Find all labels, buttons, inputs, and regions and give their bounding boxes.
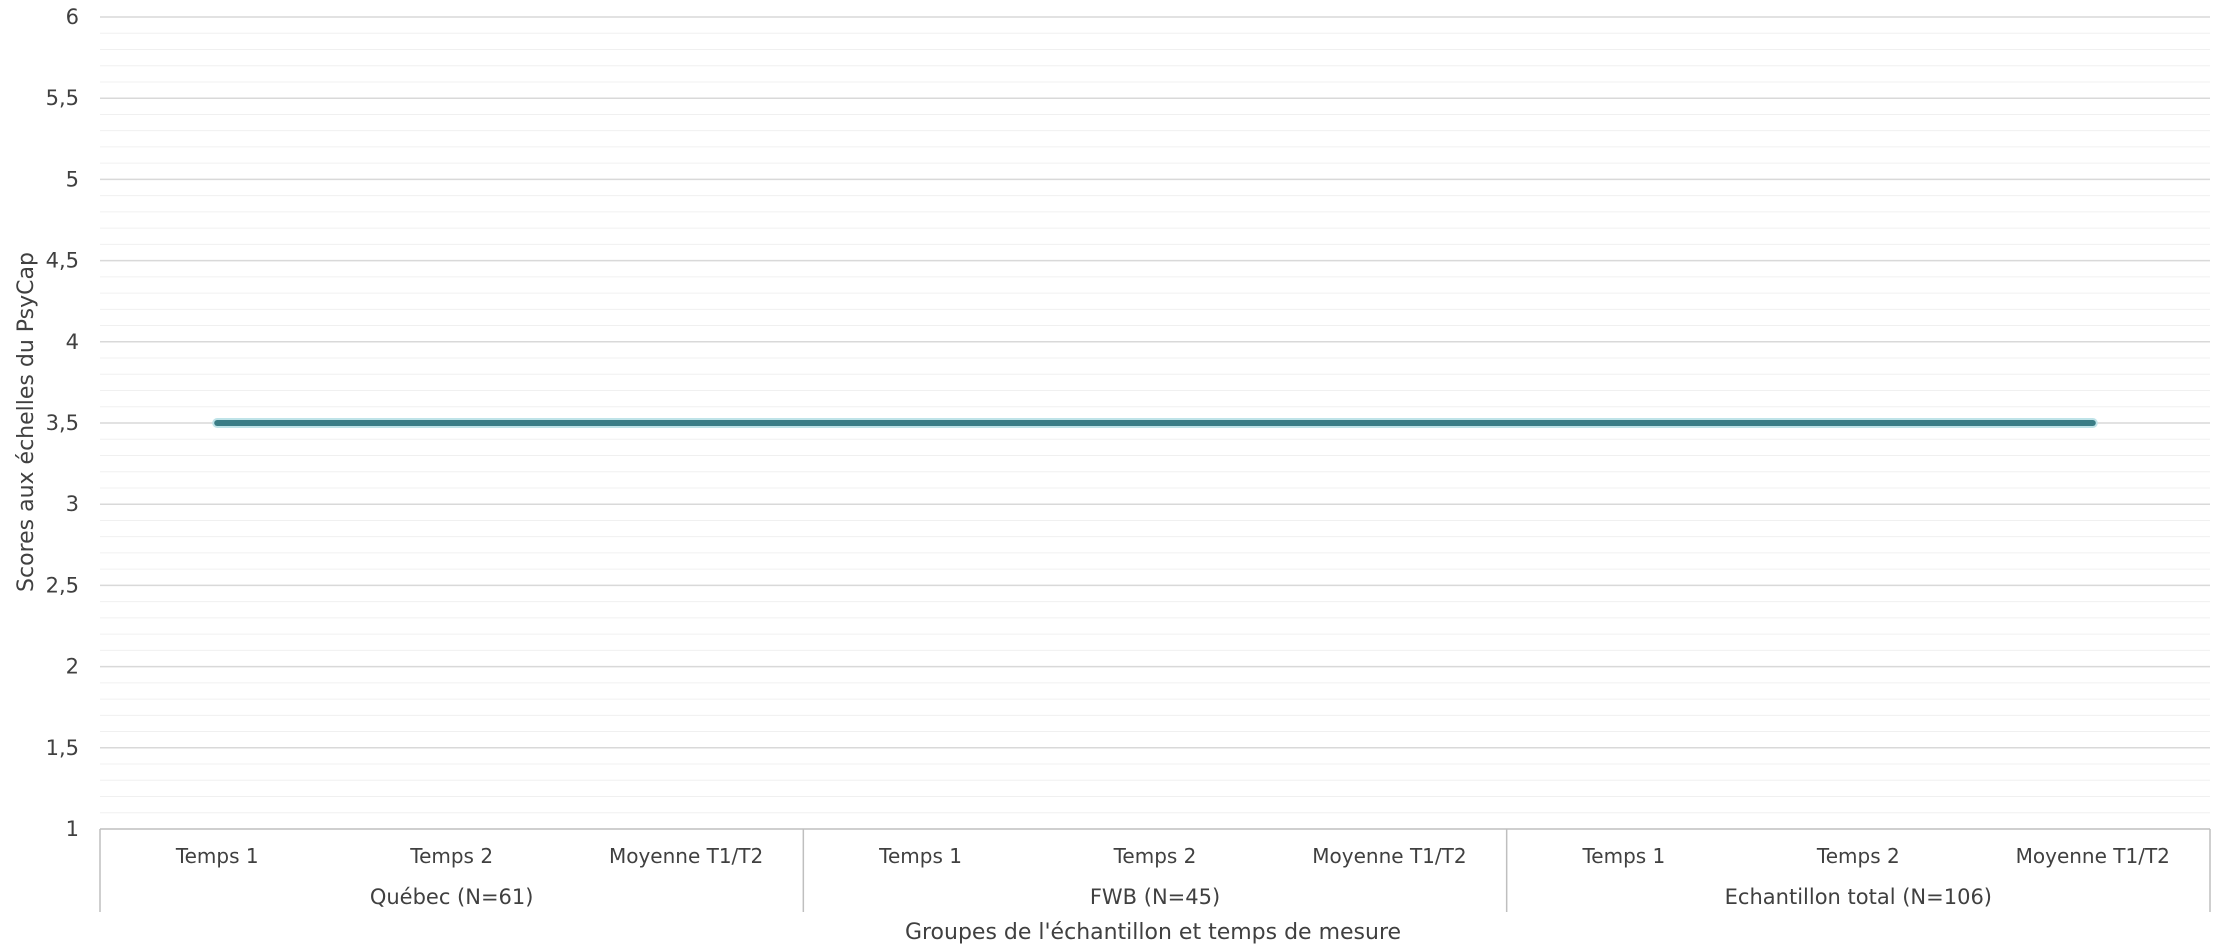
y-tick-label: 4 <box>66 330 79 354</box>
x-group-label: FWB (N=45) <box>1090 885 1220 909</box>
x-axis: Temps 1 Temps 2 Moyenne T1/T2 Québec (N=61)… <box>99 828 2211 912</box>
y-tick-label: 5,5 <box>46 86 79 110</box>
y-tick-label: 6 <box>66 5 79 29</box>
x-category-label: Temps 2 <box>409 844 493 868</box>
x-category-label: Moyenne T1/T2 <box>2016 844 2170 868</box>
y-axis-tick-labels: 1 1,5 2 2,5 3 3,5 4 4,5 5 5,5 6 <box>46 5 79 841</box>
x-category-label: Temps 2 <box>1113 844 1197 868</box>
y-tick-label: 3 <box>66 492 79 516</box>
minor-gridlines <box>100 32 2210 814</box>
major-gridlines <box>100 16 2210 749</box>
y-tick-label: 2,5 <box>46 573 79 597</box>
x-category-label: Moyenne T1/T2 <box>609 844 763 868</box>
x-category-label: Moyenne T1/T2 <box>1312 844 1466 868</box>
x-axis-title: Groupes de l'échantillon et temps de mes… <box>905 920 1401 945</box>
x-category-label: Temps 1 <box>175 844 259 868</box>
y-tick-label: 1 <box>66 817 79 841</box>
y-axis-title: Scores aux échelles du PsyCap <box>14 252 39 592</box>
x-category-label: Temps 1 <box>1581 844 1665 868</box>
y-tick-label: 2 <box>66 655 79 679</box>
y-tick-label: 5 <box>66 167 79 191</box>
x-category-label: Temps 1 <box>878 844 962 868</box>
y-tick-label: 3,5 <box>46 411 79 435</box>
x-group-label: Echantillon total (N=106) <box>1725 885 1992 909</box>
x-category-label: Temps 2 <box>1816 844 1900 868</box>
y-tick-label: 4,5 <box>46 249 79 273</box>
y-tick-label: 1,5 <box>46 736 79 760</box>
x-group-label: Québec (N=61) <box>370 885 534 909</box>
